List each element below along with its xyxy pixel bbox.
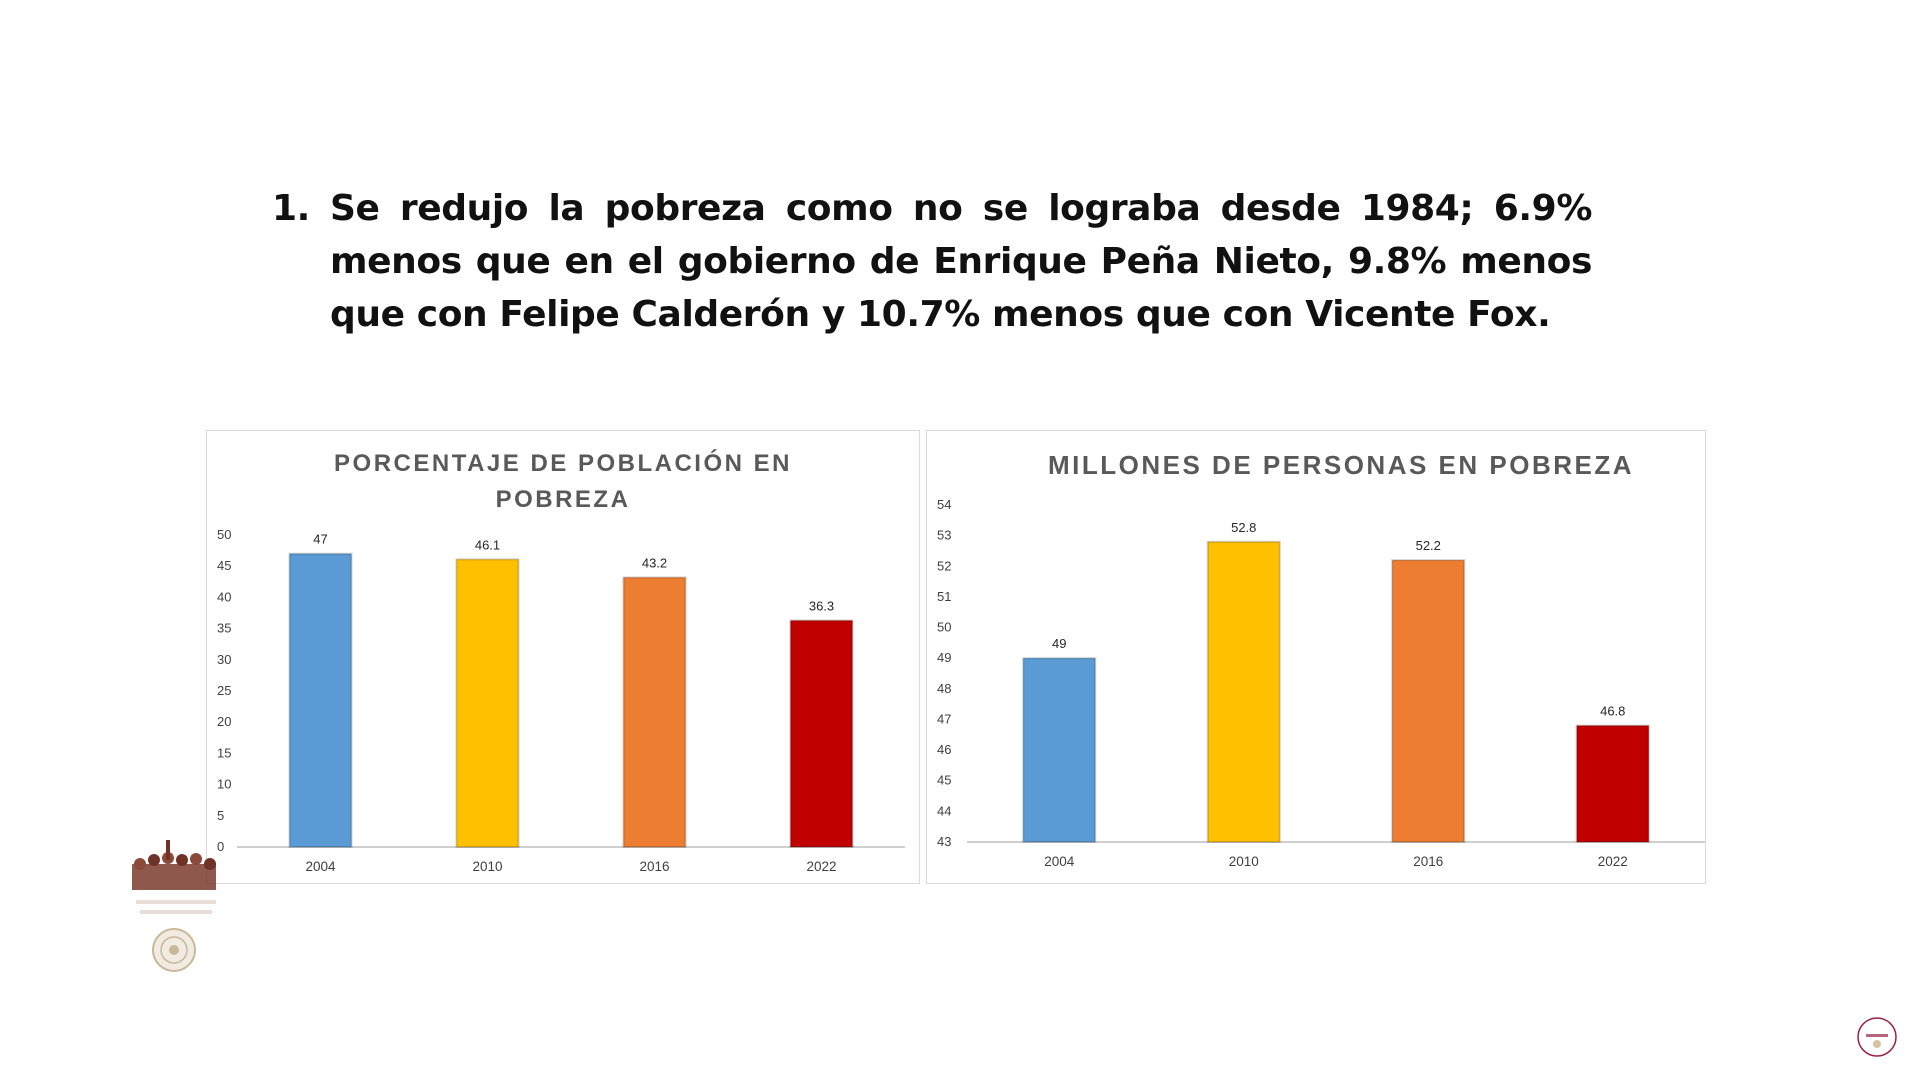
data-label: 47	[313, 532, 327, 547]
chart-title-line: POBREZA	[496, 486, 631, 513]
bar-2010	[455, 558, 520, 848]
y-tick-label: 44	[937, 803, 951, 818]
chart-percentage-panel: PORCENTAJE DE POBLACIÓN EN POBREZA 0 5 10 15 2…	[206, 430, 920, 884]
data-label: 46.8	[1600, 704, 1625, 719]
bar-2016	[622, 576, 687, 848]
heading-text: Se redujo la pobreza como no se lograba …	[330, 188, 1592, 335]
y-tick-label: 47	[937, 711, 951, 726]
bar-2010	[1206, 540, 1281, 843]
x-tick-label: 2016	[1413, 854, 1443, 869]
x-tick-label: 2004	[1044, 854, 1075, 869]
chart-millions-panel: MILLONES DE PERSONAS EN POBREZA 43 44 45 46 4…	[926, 430, 1706, 884]
bar-2022	[1575, 724, 1650, 843]
y-tick-label: 52	[937, 558, 951, 573]
y-tick-label: 0	[217, 839, 224, 854]
y-tick-label: 15	[217, 745, 231, 760]
y-tick-label: 25	[217, 683, 231, 698]
data-label: 49	[1052, 636, 1066, 651]
x-tick-label: 2022	[1598, 854, 1628, 869]
chart-millions: MILLONES DE PERSONAS EN POBREZA 43 44 45 46 4…	[937, 450, 1705, 869]
y-tick-label: 20	[217, 714, 231, 729]
y-tick-label: 5	[217, 808, 224, 823]
x-tick-label: 2016	[639, 859, 669, 874]
chart-percentage: PORCENTAJE DE POBLACIÓN EN POBREZA 0 5 10 15 2…	[217, 449, 905, 874]
y-tick-label: 40	[217, 589, 231, 604]
y-tick-label: 30	[217, 652, 231, 667]
y-tick-label: 50	[217, 527, 231, 542]
y-tick-label: 10	[217, 777, 231, 792]
y-tick-label: 50	[937, 620, 951, 635]
y-tick-label: 51	[937, 589, 951, 604]
data-label: 46.1	[475, 537, 500, 552]
y-tick-label: 45	[217, 558, 231, 573]
y-tick-label: 46	[937, 742, 951, 757]
data-label: 52.8	[1231, 520, 1256, 535]
x-tick-label: 2022	[806, 859, 836, 874]
data-label: 43.2	[642, 555, 667, 570]
government-mural-seal-icon	[126, 834, 226, 982]
y-tick-label: 45	[937, 773, 951, 788]
y-tick-label: 48	[937, 681, 951, 696]
bar-2004	[288, 552, 353, 848]
bar-2016	[1391, 559, 1466, 844]
y-tick-label: 49	[937, 650, 951, 665]
bar-2004	[1022, 657, 1097, 843]
x-tick-label: 2004	[305, 859, 336, 874]
chart-title-line: PORCENTAJE DE POBLACIÓN EN	[334, 449, 792, 477]
y-tick-label: 43	[937, 834, 951, 849]
heading: 1. Se redujo la pobreza como no se logra…	[272, 182, 1592, 341]
y-tick-label: 35	[217, 621, 231, 636]
data-label: 36.3	[809, 598, 834, 613]
bar-2022	[789, 619, 854, 848]
data-label: 52.2	[1416, 538, 1441, 553]
y-tick-label: 53	[937, 528, 951, 543]
heading-number: 1.	[272, 188, 310, 229]
x-tick-label: 2010	[472, 859, 502, 874]
y-tick-label: 54	[937, 497, 951, 512]
x-tick-label: 2010	[1229, 854, 1259, 869]
mexico-round-logo-icon	[1856, 1016, 1898, 1058]
chart-title-line: MILLONES DE PERSONAS EN POBREZA	[1048, 450, 1634, 480]
